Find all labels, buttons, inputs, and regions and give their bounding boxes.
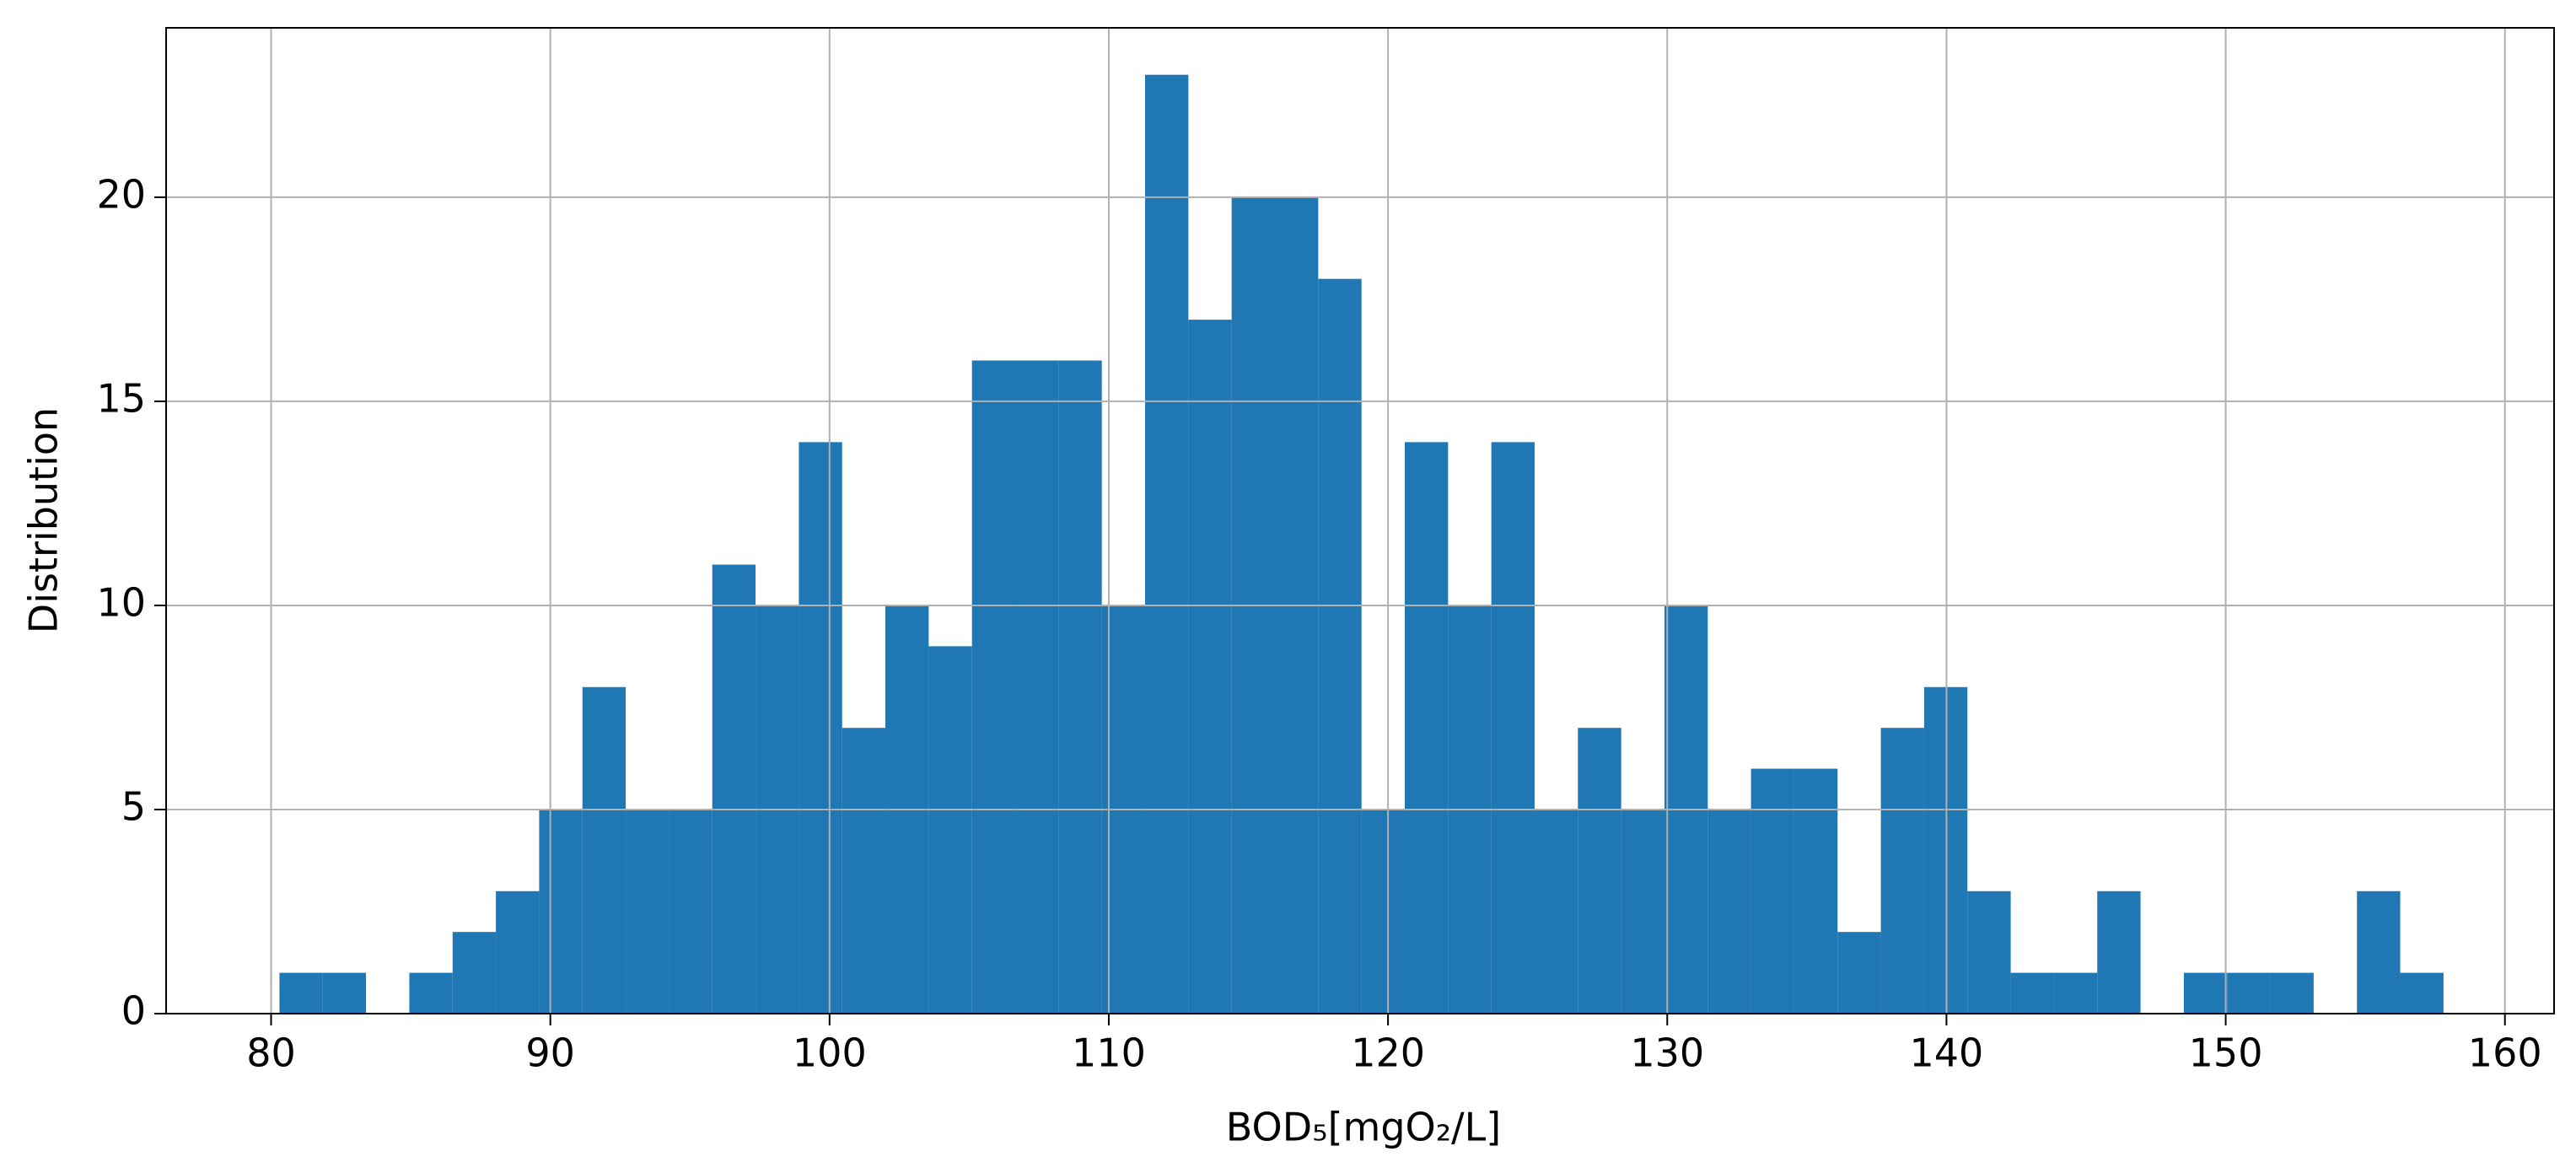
y-tick-label: 10 [96, 579, 146, 625]
bar [1707, 809, 1751, 1014]
bar [1880, 728, 1924, 1014]
bar [1318, 278, 1362, 1014]
bar [842, 728, 886, 1014]
bar [2357, 891, 2401, 1014]
x-tick-label: 100 [793, 1030, 867, 1076]
x-tick-label: 130 [1630, 1030, 1704, 1076]
bar [409, 972, 453, 1014]
bar [1188, 320, 1232, 1014]
bar [1145, 74, 1189, 1014]
y-axis-label: Distribution [21, 407, 67, 633]
x-tick-label: 140 [1910, 1030, 1984, 1076]
bar [1058, 360, 1102, 1014]
bar [669, 809, 713, 1014]
bar [2227, 972, 2271, 1014]
y-tick-label: 0 [121, 988, 146, 1034]
x-axis-label: BOD₅[mgO₂/L] [1226, 1105, 1502, 1150]
x-tick-label: 160 [2468, 1030, 2542, 1076]
bar [1491, 442, 1535, 1014]
x-tick-label: 90 [525, 1030, 575, 1076]
x-tick-label: 110 [1072, 1030, 1146, 1076]
bar [1534, 809, 1578, 1014]
bar [2270, 972, 2314, 1014]
y-tick-label: 15 [96, 375, 146, 421]
bar [2400, 972, 2444, 1014]
bar [582, 686, 627, 1014]
bar [1361, 809, 1405, 1014]
bar [2010, 972, 2054, 1014]
bar [496, 891, 540, 1014]
bar [322, 972, 367, 1014]
bar [2183, 972, 2228, 1014]
bar [1967, 891, 2011, 1014]
bar [279, 972, 323, 1014]
bar [1750, 768, 1794, 1014]
bar [626, 809, 670, 1014]
bar [712, 564, 756, 1014]
bar [1015, 360, 1059, 1014]
bar [1404, 442, 1449, 1014]
y-tick-label: 5 [121, 783, 146, 829]
bar [971, 360, 1016, 1014]
bar [1837, 932, 1881, 1014]
bar [2053, 972, 2098, 1014]
bar [452, 932, 497, 1014]
bar [799, 442, 842, 1014]
y-tick-label: 20 [96, 171, 146, 217]
bar [1794, 768, 1838, 1014]
x-tick-label: 150 [2189, 1030, 2263, 1076]
bar [1621, 809, 1664, 1014]
bar [928, 646, 972, 1014]
bar [1578, 728, 1621, 1014]
bar [2097, 891, 2141, 1014]
plot-frame [165, 27, 2555, 1014]
x-tick-label: 120 [1351, 1030, 1425, 1076]
bar [539, 809, 583, 1014]
x-tick-label: 80 [246, 1030, 296, 1076]
